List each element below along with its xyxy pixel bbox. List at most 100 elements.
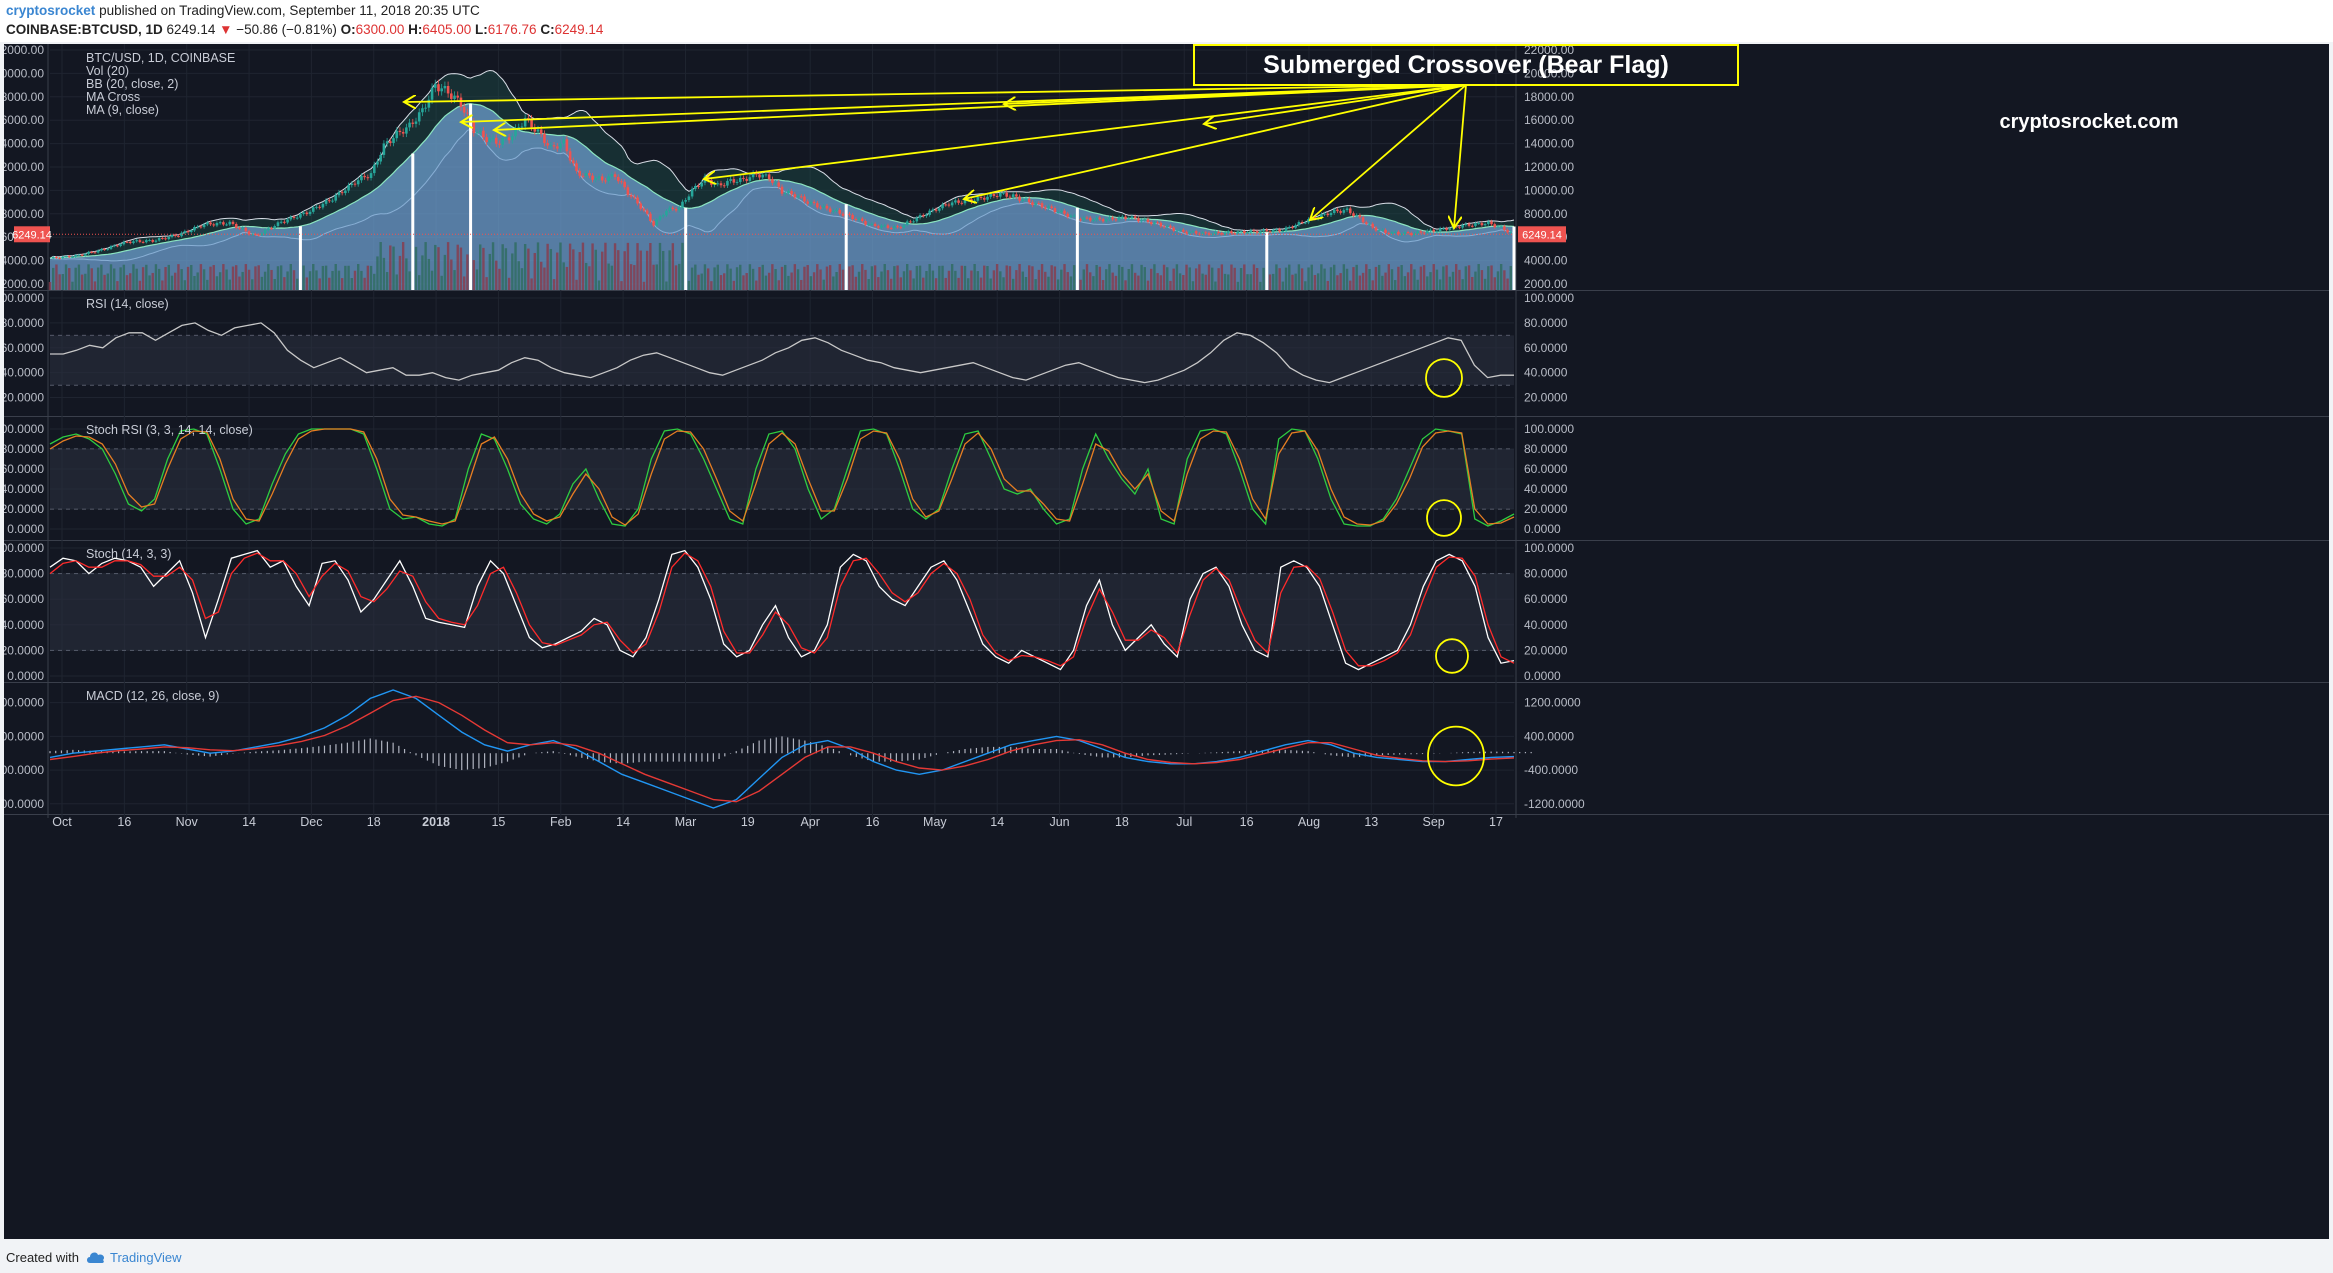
candle-body — [209, 222, 212, 225]
candle-body — [1464, 223, 1468, 226]
date-tick-label: 18 — [1115, 815, 1129, 829]
chart-area[interactable]: Oct 16 Nov 14 Dec 18 2018 15 Feb 14 Mar 19 Apr 16 May 1… — [0, 43, 2329, 1239]
volume-bar — [302, 265, 305, 290]
candle-body — [1326, 213, 1330, 216]
candle-body — [67, 256, 71, 258]
candle-body — [1506, 230, 1509, 233]
volume-bar — [1024, 277, 1028, 290]
candle-body — [1047, 206, 1050, 209]
volume-bar — [739, 264, 742, 290]
volume-bar — [1050, 265, 1053, 290]
macd-line-0 — [49, 689, 1515, 809]
y-tick-right-2: 80.0000 — [1524, 442, 1568, 456]
candle-body — [1063, 210, 1066, 214]
volume-bar — [353, 270, 357, 290]
volume-bar — [1355, 264, 1358, 290]
candle-body — [645, 210, 649, 214]
candle-body — [1390, 231, 1394, 235]
chart-canvas[interactable]: Oct 16 Nov 14 Dec 18 2018 15 Feb 14 Mar 19 Apr 16 May 1… — [0, 43, 2329, 1239]
series-line-2-1 — [49, 428, 1515, 526]
candle-body — [1226, 231, 1230, 233]
candle-body — [507, 137, 511, 141]
volume-bar — [806, 265, 809, 290]
volume-bar — [1333, 264, 1336, 290]
candle-body — [1149, 222, 1153, 225]
volume-bar — [950, 264, 954, 290]
candle-body — [1300, 222, 1304, 224]
volume-bar — [161, 280, 164, 290]
volume-bar — [1406, 272, 1410, 290]
candle-body — [616, 176, 620, 182]
volume-bar — [446, 242, 450, 290]
candle-body — [620, 181, 623, 183]
volume-bar — [629, 264, 633, 290]
tradingview-link[interactable]: TradingView — [110, 1250, 182, 1265]
volume-bar — [790, 272, 793, 290]
candle-body — [1397, 231, 1400, 235]
volume-bar — [1092, 276, 1095, 290]
candle-body — [1056, 211, 1060, 213]
candle-body — [148, 240, 151, 242]
volume-bar — [360, 270, 363, 290]
volume-bar — [1291, 274, 1294, 290]
volume-bar — [970, 270, 973, 290]
volume-bar — [1288, 264, 1291, 290]
candle-body — [1368, 223, 1371, 225]
volume-bar — [1255, 267, 1259, 290]
candle-body — [1239, 231, 1243, 233]
candle-body — [607, 176, 610, 182]
y-tick-right-3: 100.0000 — [1524, 541, 1574, 555]
candle-body — [700, 182, 704, 187]
candle-body — [880, 225, 883, 228]
volume-bar — [238, 276, 241, 290]
candle-body — [84, 253, 87, 256]
y-tick-left-1: 20.0000 — [4, 391, 44, 405]
candle-body — [58, 257, 61, 259]
candle-body — [138, 240, 142, 242]
volume-bar — [719, 275, 723, 290]
volume-bar — [967, 278, 970, 290]
candle-body — [109, 246, 113, 249]
candle-body — [344, 190, 347, 194]
published-text: published on TradingView.com, September … — [99, 3, 480, 18]
volume-bar — [710, 281, 713, 290]
date-tick-label: 18 — [367, 815, 381, 829]
candle-body — [928, 210, 931, 215]
volume-bar — [774, 269, 777, 290]
volume-bar — [864, 269, 867, 290]
volume-bar — [1031, 266, 1034, 290]
author-link[interactable]: cryptosrocket — [6, 3, 96, 18]
candle-body — [597, 176, 601, 179]
volume-bar — [723, 273, 726, 290]
volume-bar — [1101, 280, 1105, 290]
volume-bar — [1095, 265, 1098, 290]
candle-body — [96, 250, 100, 253]
candle-body — [1201, 232, 1204, 235]
volume-bar — [973, 264, 976, 290]
date-tick-label: 14 — [616, 815, 630, 829]
candle-body — [1172, 227, 1175, 231]
date-tick-label: Nov — [176, 815, 199, 829]
candle-body — [1416, 231, 1419, 234]
candle-body — [196, 226, 199, 228]
candle-body — [838, 209, 842, 214]
series-line-3-1 — [49, 552, 1515, 667]
candle-body — [1291, 226, 1294, 228]
volume-bar — [819, 269, 822, 290]
volume-bar — [835, 272, 838, 290]
volume-bar — [507, 277, 511, 290]
volume-bar — [793, 264, 797, 290]
candle-body — [893, 226, 896, 229]
candle-body — [238, 227, 241, 229]
volume-bar — [1281, 281, 1285, 290]
volume-bar — [132, 264, 135, 290]
volume-bar — [148, 275, 151, 290]
volume-bar — [1490, 265, 1493, 290]
volume-bar — [308, 271, 312, 290]
candle-body — [1008, 196, 1012, 198]
candle-body — [658, 216, 662, 220]
candle-body — [1467, 223, 1471, 226]
volume-bar — [1416, 279, 1419, 290]
volume-bar — [109, 264, 113, 290]
volume-bar — [1445, 265, 1448, 290]
